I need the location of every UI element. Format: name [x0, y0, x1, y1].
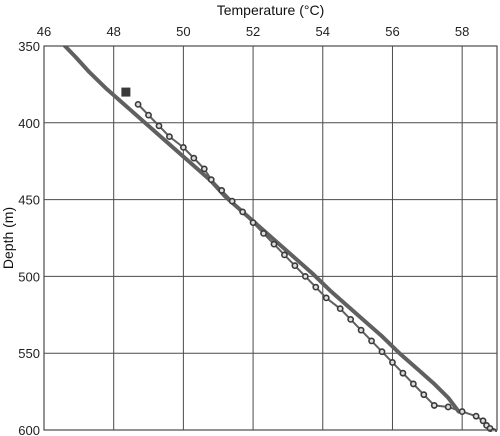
data-point: [322, 294, 330, 302]
data-point: [409, 380, 417, 388]
y-tick-label: 450: [18, 193, 40, 208]
data-point: [145, 111, 152, 119]
square-marker: [121, 87, 131, 97]
x-tick-label: 48: [106, 24, 120, 39]
data-point: [444, 403, 452, 411]
data-point: [347, 316, 355, 323]
y-tick-label: 600: [18, 423, 40, 436]
y-tick-label: 500: [18, 269, 40, 284]
y-tick-label: 550: [18, 346, 40, 361]
data-point: [301, 272, 309, 280]
data-point: [207, 176, 215, 184]
data-point: [179, 143, 187, 151]
x-tick-label: 58: [455, 24, 469, 39]
data-point: [155, 122, 163, 130]
data-point: [458, 408, 466, 415]
data-point: [281, 251, 288, 259]
x-tick-label: 50: [176, 24, 190, 39]
data-point: [200, 165, 208, 173]
data-point: [249, 219, 257, 227]
data-point: [239, 208, 247, 216]
data-point: [336, 305, 344, 313]
clipped-series: [62, 46, 497, 432]
y-tick-label: 350: [18, 39, 40, 54]
data-point: [190, 154, 198, 162]
x-tick-label: 54: [316, 24, 330, 39]
data-point: [399, 369, 407, 377]
data-point: [228, 197, 236, 205]
y-axis-title: Depth (m): [0, 207, 16, 269]
data-point: [420, 391, 428, 399]
series-line-thin: [137, 103, 495, 432]
y-tick-label: 400: [18, 116, 40, 131]
x-tick-label: 46: [37, 24, 51, 39]
x-tick-label: 56: [385, 24, 399, 39]
data-point: [357, 326, 365, 334]
data-point: [260, 229, 267, 237]
series-line-thick: [62, 46, 461, 414]
series-layer: [62, 46, 497, 432]
data-point: [312, 283, 320, 291]
data-point: [368, 337, 375, 345]
x-axis-title: Temperature (°C): [217, 2, 325, 18]
data-point: [291, 262, 299, 270]
data-point: [134, 100, 142, 108]
data-point: [472, 412, 480, 420]
data-point: [166, 133, 173, 141]
data-point: [218, 186, 226, 194]
x-tick-label: 52: [246, 24, 260, 39]
data-point: [430, 402, 438, 409]
plot-frame: [43, 45, 498, 431]
data-point: [479, 417, 487, 425]
tick-labels: 46 48 50 52 54 56 58 350 400 450 500 550 600: [18, 24, 469, 436]
data-point: [270, 240, 278, 248]
data-point: [389, 359, 396, 366]
data-point: [378, 348, 386, 356]
